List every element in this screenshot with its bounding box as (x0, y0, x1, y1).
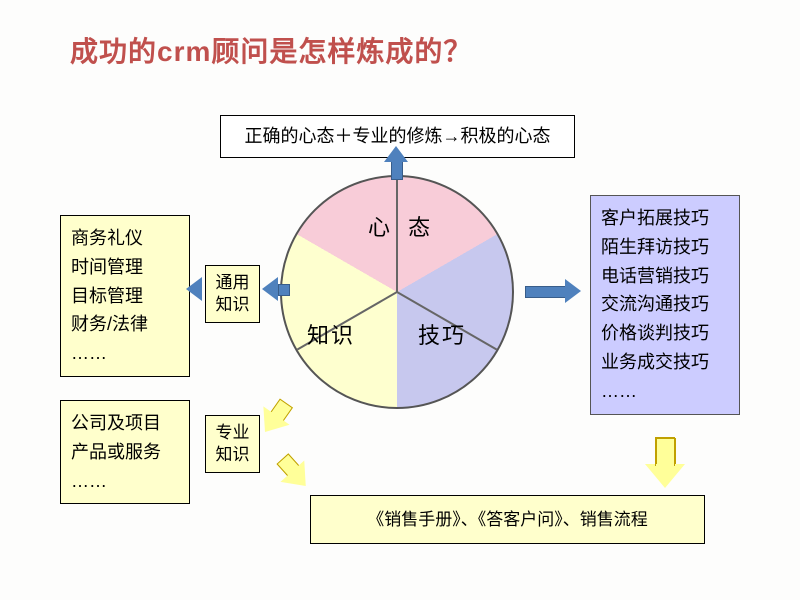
box-bottom-materials: 《销售手册》、《答客户问》、销售流程 (310, 495, 705, 544)
pie-label-mindset: 心 态 (368, 210, 436, 242)
pie-label-skill: 技巧 (418, 318, 466, 350)
box-pro-knowledge: 专业 知识 (205, 415, 260, 473)
box-pro-knowledge-list: 公司及项目 产品或服务 …… (60, 400, 190, 504)
box-general-knowledge: 通用 知识 (205, 265, 260, 323)
slide-title: 成功的crm顾问是怎样炼成的？ (70, 30, 472, 70)
box-skills-list: 客户拓展技巧 陌生拜访技巧 电话营销技巧 交流沟通技巧 价格谈判技巧 业务成交技… (590, 195, 740, 415)
pie-label-knowledge: 知识 (307, 318, 355, 350)
box-general-knowledge-list: 商务礼仪 时间管理 目标管理 财务/法律 …… (60, 215, 190, 377)
